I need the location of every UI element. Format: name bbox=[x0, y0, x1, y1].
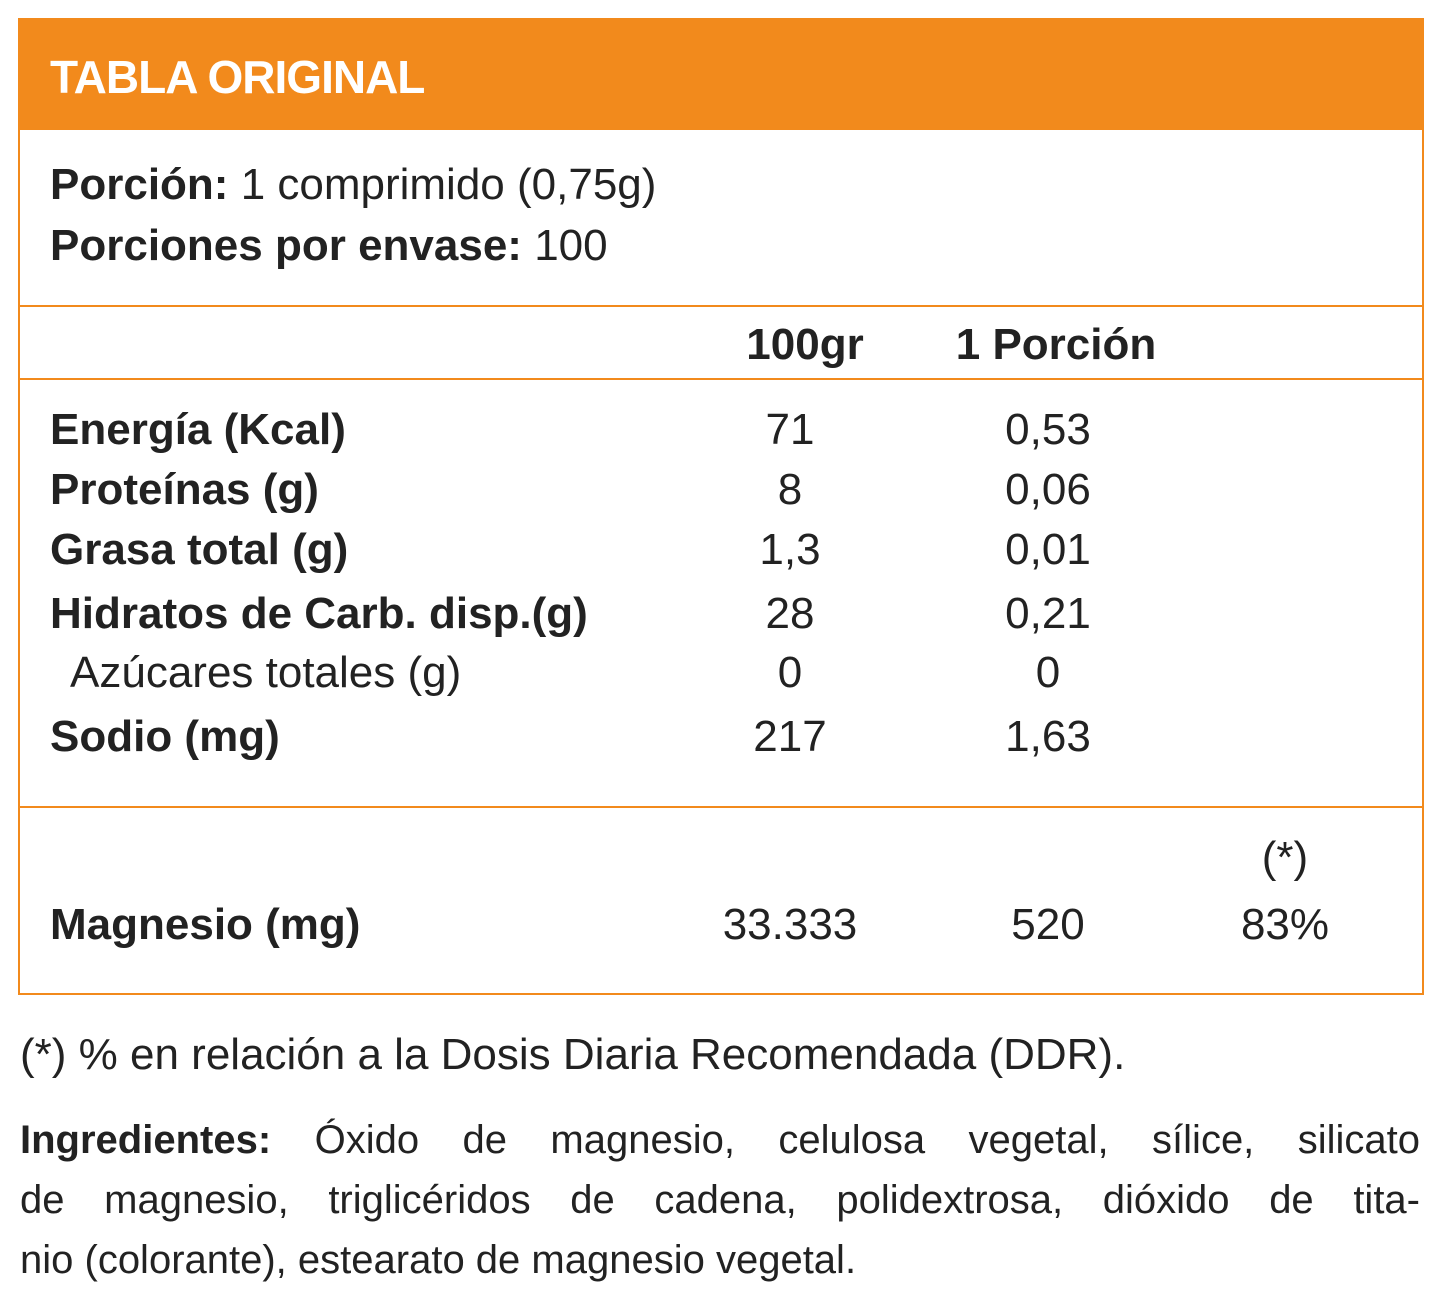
cell: 0,21 bbox=[1005, 589, 1091, 638]
header-band: TABLA ORIGINAL bbox=[18, 18, 1424, 130]
divider bbox=[18, 305, 1424, 307]
cell: 1,3 bbox=[759, 525, 821, 574]
ingredients-label: Ingredientes: bbox=[20, 1118, 272, 1162]
serving-size: Porción: 1 comprimido (0,75g) bbox=[50, 163, 656, 207]
cell: 71 bbox=[765, 405, 815, 454]
cell: 217 bbox=[753, 712, 827, 761]
cell: 8 bbox=[777, 465, 803, 514]
cell: 0 bbox=[777, 648, 803, 697]
row-label: Azúcares totales (g) bbox=[70, 648, 462, 697]
cell: 0,53 bbox=[1005, 405, 1091, 454]
divider bbox=[18, 806, 1424, 808]
cell: 28 bbox=[765, 589, 815, 638]
cell: 0,01 bbox=[1005, 525, 1091, 574]
cell: 0,06 bbox=[1005, 465, 1091, 514]
ingredients-line: nio (colorante), estearato de magnesio v… bbox=[20, 1238, 857, 1282]
label: Porciones por envase: bbox=[50, 221, 522, 270]
ingredients-line: Ingredientes: Óxido de magnesio, celulos… bbox=[20, 1120, 1420, 1160]
value: 1 comprimido (0,75g) bbox=[240, 160, 657, 209]
footnote: (*) % en relación a la Dosis Diaria Reco… bbox=[20, 1030, 1126, 1079]
row-label: Sodio (mg) bbox=[50, 712, 280, 761]
cell: 1,63 bbox=[1005, 712, 1091, 761]
row-label: Energía (Kcal) bbox=[50, 405, 346, 454]
row-label: Grasa total (g) bbox=[50, 525, 349, 574]
cell: 33.333 bbox=[722, 900, 858, 949]
column-header: 1 Porción bbox=[955, 320, 1157, 369]
title: TABLA ORIGINAL bbox=[50, 51, 425, 103]
text: Óxido de magnesio, celulosa vegetal, síl… bbox=[314, 1118, 1420, 1162]
cell: 0 bbox=[1035, 648, 1061, 697]
row-label: Hidratos de Carb. disp.(g) bbox=[50, 589, 588, 638]
value: 100 bbox=[534, 221, 608, 270]
row-label: Proteínas (g) bbox=[50, 465, 319, 514]
cell: 520 bbox=[1011, 900, 1085, 949]
row-label: Magnesio (mg) bbox=[50, 900, 361, 949]
serving-count: Porciones por envase: 100 bbox=[50, 224, 608, 268]
ddr-header: (*) bbox=[1261, 833, 1309, 882]
cell: 83% bbox=[1240, 900, 1330, 949]
column-header: 100gr bbox=[746, 320, 864, 369]
label: Porción: bbox=[50, 160, 229, 209]
ingredients-line: de magnesio, triglicéridos de cadena, po… bbox=[20, 1178, 1420, 1222]
divider bbox=[18, 378, 1424, 380]
